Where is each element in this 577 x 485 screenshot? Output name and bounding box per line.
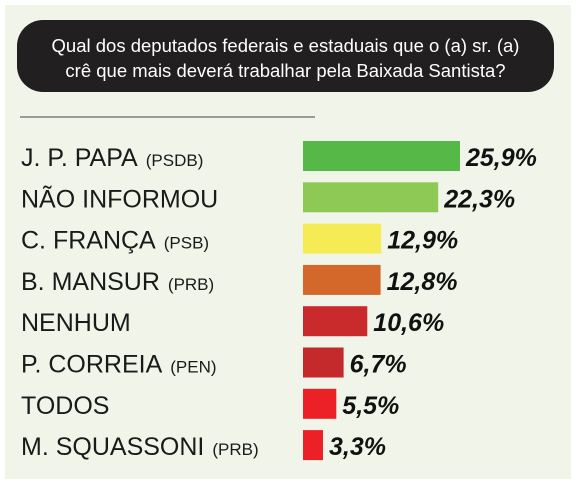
bar-m-squassoni — [303, 430, 323, 461]
category-label-m-squassoni: M. SQUASSONI (PRB) — [21, 433, 259, 461]
party-label: (PSB) — [164, 234, 209, 253]
category-label-j-p-papa: J. P. PAPA (PSDB) — [21, 144, 203, 172]
party-label: (PRB) — [212, 440, 258, 459]
question-banner: Qual dos deputados federais e estaduais … — [17, 20, 554, 92]
value-label-p-correia: 6,7% — [350, 351, 407, 379]
party-label: (PEN) — [170, 358, 216, 377]
value-label-todos: 5,5% — [342, 392, 399, 420]
bar-todos — [303, 388, 337, 419]
question-text: Qual dos deputados federais e estaduais … — [51, 35, 520, 81]
bar-b-mansur — [303, 264, 381, 295]
value-label-b-mansur: 12,8% — [387, 268, 458, 296]
divider-line — [20, 116, 315, 118]
category-name: J. P. PAPA — [21, 144, 138, 172]
bar-nao-informou — [303, 182, 439, 213]
category-label-todos: TODOS — [21, 392, 109, 420]
bar-j-p-papa — [303, 141, 460, 171]
category-label-nenhum: NENHUM — [21, 309, 131, 337]
category-label-nao-informou: NÃO INFORMOU — [21, 184, 218, 213]
party-label: (PSDB) — [146, 151, 204, 170]
bar-nenhum — [303, 306, 368, 337]
category-label-b-mansur: B. MANSUR (PRB) — [21, 268, 214, 296]
value-label-j-p-papa: 25,9% — [465, 144, 537, 172]
category-label-p-correia: P. CORREIA (PEN) — [21, 351, 217, 379]
category-name: NÃO INFORMOU — [21, 184, 218, 213]
value-label-nenhum: 10,6% — [373, 309, 444, 337]
party-label: (PRB) — [168, 275, 214, 294]
bar-p-correia — [303, 347, 344, 378]
category-name: NENHUM — [21, 309, 131, 337]
category-label-c-franca: C. FRANÇA (PSB) — [21, 227, 209, 255]
category-name: TODOS — [21, 392, 109, 420]
bar-c-franca — [303, 223, 382, 254]
category-name: P. CORREIA — [21, 351, 163, 379]
value-label-m-squassoni: 3,3% — [329, 433, 386, 461]
category-name: C. FRANÇA — [21, 227, 156, 255]
value-label-c-franca: 12,9% — [387, 227, 458, 255]
category-name: B. MANSUR — [21, 268, 160, 296]
category-name: M. SQUASSONI — [21, 433, 204, 461]
value-label-nao-informou: 22,3% — [443, 185, 515, 213]
